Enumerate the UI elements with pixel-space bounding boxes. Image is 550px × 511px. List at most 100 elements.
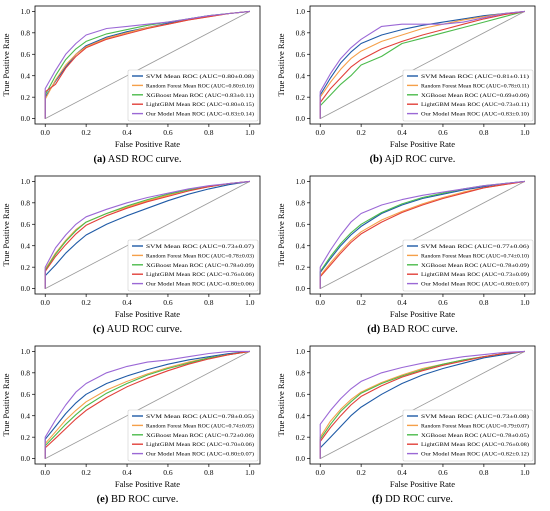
- x-tick-label: 0.4: [122, 468, 132, 477]
- y-tick-label: 1.0: [296, 177, 306, 186]
- caption-letter: (e): [96, 494, 109, 505]
- x-tick-label: 0.6: [438, 128, 448, 137]
- roc-chart-svg: 0.0 0.2 0.4 0.6 0.8 1.0 0.0 0.2 0.4 0.6 0.8 1.0 Fals…: [1, 175, 261, 319]
- roc-series-line-3: [319, 10, 525, 119]
- caption-letter: (a): [93, 154, 106, 165]
- x-tick-label: 0.6: [438, 468, 448, 477]
- chance-diagonal-line: [45, 11, 250, 119]
- x-axis-label: False Positive Rate: [390, 479, 455, 489]
- x-tick-label: 1.0: [520, 468, 530, 477]
- y-tick-label: 0.2: [21, 433, 31, 442]
- plot-frame: [34, 175, 261, 295]
- y-tick-label: 0.6: [21, 390, 31, 399]
- x-tick-label: 0.8: [204, 128, 214, 137]
- y-tick-label: 1.0: [21, 7, 31, 16]
- caption-b: (b) AjD ROC curve.: [275, 154, 550, 165]
- y-tick-label: 0.0: [21, 454, 31, 463]
- caption-text: BD ROC curve.: [108, 494, 179, 505]
- x-tick-label: 0.4: [122, 298, 132, 307]
- chart-panel-c: 0.0 0.2 0.4 0.6 0.8 1.0 0.0 0.2 0.4 0.6 0.8 1.0 Fals…: [0, 170, 275, 322]
- x-tick-label: 0.2: [81, 298, 91, 307]
- legend-label-2: XGBoost Mean ROC (AUC=0.69±0.06): [421, 92, 529, 99]
- y-tick-label: 0.6: [21, 220, 31, 229]
- legend-label-0: SVM Mean ROC (AUC=0.73±0.07): [146, 243, 254, 250]
- y-tick-label: 0.2: [21, 93, 31, 102]
- legend-box: [127, 239, 259, 292]
- y-axis-label: True Positive Rate: [276, 33, 286, 96]
- legend-label-3: LightGBM Mean ROC (AUC=0.73±0.09): [421, 271, 529, 278]
- caption-text: DD ROC curve.: [382, 494, 454, 505]
- legend-label-1: Random Forest Mean ROC (AUC=0.78±0.03): [146, 252, 254, 259]
- chance-diagonal-line: [320, 351, 525, 459]
- x-tick-label: 0.0: [41, 468, 51, 477]
- y-tick-label: 1.0: [296, 347, 306, 356]
- caption-text: AUD ROC curve.: [104, 324, 183, 335]
- x-tick-label: 0.0: [316, 128, 326, 137]
- x-tick-label: 0.8: [479, 128, 489, 137]
- x-tick-label: 0.4: [397, 298, 407, 307]
- x-tick-label: 0.2: [356, 468, 366, 477]
- legend-label-4: Our Model Mean ROC (AUC=0.82±0.12): [421, 451, 529, 458]
- legend: SVM Mean ROC (AUC=0.81±0.11) Random Fores…: [402, 69, 534, 122]
- roc-series-line-0: [319, 350, 525, 459]
- roc-series-line-4: [44, 10, 250, 119]
- x-tick-label: 1.0: [245, 468, 255, 477]
- legend-label-4: Our Model Mean ROC (AUC=0.80±0.07): [421, 281, 529, 288]
- legend-label-2: XGBoost Mean ROC (AUC=0.78±0.09): [146, 262, 254, 269]
- chart-panel-a: 0.0 0.2 0.4 0.6 0.8 1.0 0.0 0.2 0.4 0.6 0.8 1.0 Fals…: [0, 0, 275, 152]
- x-tick-label: 0.6: [438, 298, 448, 307]
- y-tick-label: 0.8: [21, 198, 31, 207]
- legend-label-0: SVM Mean ROC (AUC=0.80±0.08): [146, 73, 254, 80]
- y-tick-label: 0.4: [296, 411, 306, 420]
- roc-chart-svg: 0.0 0.2 0.4 0.6 0.8 1.0 0.0 0.2 0.4 0.6 0.8 1.0 Fals…: [276, 175, 536, 319]
- x-tick-label: 0.8: [479, 468, 489, 477]
- roc-series-line-4: [319, 10, 525, 119]
- chart-panel-e: 0.0 0.2 0.4 0.6 0.8 1.0 0.0 0.2 0.4 0.6 0.8 1.0 Fals…: [0, 340, 275, 492]
- chance-diagonal-line: [45, 351, 250, 459]
- plot-frame: [309, 345, 536, 465]
- legend-box: [402, 409, 534, 462]
- y-axis-label: True Positive Rate: [1, 33, 11, 96]
- x-axis-label: False Positive Rate: [390, 309, 455, 319]
- y-tick-label: 0.4: [21, 71, 31, 80]
- y-axis-label: True Positive Rate: [1, 373, 11, 436]
- y-tick-label: 0.2: [21, 263, 31, 272]
- x-tick-label: 1.0: [245, 298, 255, 307]
- y-tick-label: 0.2: [296, 433, 306, 442]
- roc-chart-svg: 0.0 0.2 0.4 0.6 0.8 1.0 0.0 0.2 0.4 0.6 0.8 1.0 Fals…: [1, 345, 261, 489]
- y-tick-label: 0.2: [296, 93, 306, 102]
- roc-series-line-4: [44, 180, 250, 289]
- y-tick-label: 0.8: [21, 28, 31, 37]
- y-tick-label: 0.0: [296, 284, 306, 293]
- legend-label-0: SVM Mean ROC (AUC=0.73±0.08): [421, 413, 529, 420]
- x-tick-label: 0.0: [316, 298, 326, 307]
- x-tick-label: 0.8: [204, 468, 214, 477]
- roc-series-line-3: [44, 350, 250, 459]
- roc-series-line-4: [319, 350, 525, 459]
- x-tick-label: 0.0: [41, 298, 51, 307]
- roc-series-line-0: [44, 350, 250, 459]
- caption-text: ASD ROC curve.: [105, 154, 182, 165]
- roc-chart-svg: 0.0 0.2 0.4 0.6 0.8 1.0 0.0 0.2 0.4 0.6 0.8 1.0 Fals…: [1, 5, 261, 149]
- caption-letter: (d): [367, 324, 381, 335]
- plot-frame: [34, 5, 261, 125]
- legend: SVM Mean ROC (AUC=0.78±0.05) Random Fores…: [127, 409, 259, 462]
- legend-box: [402, 239, 534, 292]
- y-tick-label: 0.4: [21, 241, 31, 250]
- roc-series-line-3: [319, 180, 525, 289]
- roc-chart-svg: 0.0 0.2 0.4 0.6 0.8 1.0 0.0 0.2 0.4 0.6 0.8 1.0 Fals…: [276, 5, 536, 149]
- caption-text: BAD ROC curve.: [380, 324, 458, 335]
- legend-label-0: SVM Mean ROC (AUC=0.81±0.11): [421, 73, 529, 80]
- y-tick-label: 0.0: [296, 454, 306, 463]
- x-axis-label: False Positive Rate: [115, 479, 180, 489]
- x-axis-label: False Positive Rate: [390, 139, 455, 149]
- y-tick-label: 1.0: [21, 177, 31, 186]
- x-tick-label: 0.4: [397, 468, 407, 477]
- y-tick-label: 0.0: [21, 114, 31, 123]
- y-tick-label: 0.2: [296, 263, 306, 272]
- legend: SVM Mean ROC (AUC=0.73±0.08) Random Fores…: [402, 409, 534, 462]
- caption-letter: (f): [371, 494, 383, 505]
- x-tick-label: 1.0: [520, 128, 530, 137]
- x-tick-label: 0.2: [81, 468, 91, 477]
